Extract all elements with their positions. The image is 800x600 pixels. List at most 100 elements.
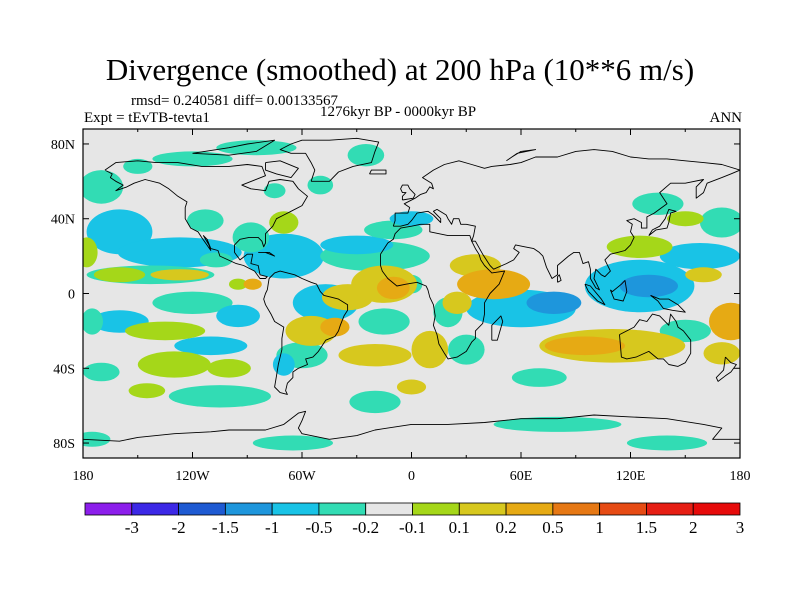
coastline-greenland <box>279 137 380 182</box>
colorbar-swatch <box>412 502 460 516</box>
field-patch <box>152 291 233 314</box>
colorbar-swatch <box>505 502 554 516</box>
field-patch <box>659 243 740 270</box>
season-label: ANN <box>709 110 743 126</box>
field-patch <box>216 140 297 156</box>
field-patch <box>396 379 427 395</box>
field-patch <box>168 385 271 408</box>
colorbar-swatch <box>224 502 273 516</box>
coastline-north-america <box>104 160 308 279</box>
field-patch <box>128 383 166 399</box>
field-patch <box>123 158 153 174</box>
colorbar-label: -3 <box>125 518 139 537</box>
field-patch <box>83 362 120 382</box>
colorbar-swatch <box>365 502 413 516</box>
field-patch <box>347 144 385 167</box>
field-patch <box>709 302 740 341</box>
field-patch <box>243 278 262 290</box>
period-label: 1276kyr BP - 0000kyr BP <box>320 104 477 120</box>
field-patch <box>320 317 350 337</box>
coastline-japan <box>648 208 677 236</box>
coastline-uk <box>400 184 416 201</box>
field-patch <box>511 368 567 387</box>
field-patch <box>457 269 531 300</box>
coastline-new-zealand <box>715 356 737 382</box>
colorbar-label: 0.5 <box>542 518 563 537</box>
colorbar-label: 2 <box>689 518 698 537</box>
divergence-field <box>83 140 740 451</box>
field-patch <box>619 274 678 298</box>
colorbar-swatch <box>692 502 741 516</box>
field-patch <box>493 416 622 432</box>
field-patch <box>699 207 740 238</box>
coastline-south-america <box>263 270 349 395</box>
field-patch <box>320 235 394 255</box>
colorbar-swatch <box>458 502 507 516</box>
field-patch <box>411 330 449 369</box>
colorbar-swatch <box>599 502 647 516</box>
colorbar: -3 -2 -1.5 -1 -0.5 -0.2 -0.1 0.1 0.2 0.5 1 1.5 2 3 <box>84 502 745 537</box>
colorbar-label: -0.2 <box>352 518 379 537</box>
coastlines <box>83 137 740 442</box>
lat-tick-label: 40S <box>53 362 75 377</box>
field-patch <box>150 269 209 281</box>
field-patch <box>83 237 98 268</box>
colorbar-label: -1 <box>265 518 279 537</box>
field-patch <box>272 353 295 376</box>
field-patch <box>207 359 251 378</box>
colorbar-swatch <box>646 502 694 516</box>
colorbar-label: -2 <box>171 518 185 537</box>
colorbar-label: 0.1 <box>449 518 470 537</box>
coastline-baffin-island <box>265 160 299 179</box>
coastline-svalbard-novaya <box>506 149 537 162</box>
field-patch <box>358 308 410 335</box>
field-patch <box>216 304 260 328</box>
lat-tick-label: 0 <box>68 288 75 303</box>
field-patch <box>187 209 224 232</box>
field-patch <box>703 342 740 365</box>
field-patch <box>526 291 582 314</box>
colorbar-swatch <box>131 502 179 516</box>
coastline-cuba <box>258 251 276 257</box>
lon-tick-label: 120W <box>175 469 210 484</box>
coastline-antarctica <box>83 410 740 442</box>
coastline-australia <box>619 313 692 367</box>
lon-tick-label: 60E <box>510 469 533 484</box>
field-patch <box>137 351 211 378</box>
experiment-label: Expt = tEvTB-tevta1 <box>84 110 210 126</box>
field-patch <box>667 211 704 227</box>
colorbar-label: 1 <box>595 518 604 537</box>
field-patch <box>685 267 722 283</box>
colorbar-swatch <box>178 502 226 516</box>
colorbar-label: -1.5 <box>212 518 239 537</box>
field-patch <box>338 344 412 367</box>
field-patch <box>199 252 233 268</box>
field-patch <box>544 336 626 356</box>
field-patch <box>252 435 333 451</box>
field-patch <box>93 267 146 283</box>
lon-tick-label: 180 <box>730 469 751 484</box>
coastline-arctic-islands <box>192 139 276 156</box>
stats-label: rmsd= 0.240581 diff= 0.00133567 <box>131 93 339 109</box>
field-patch <box>448 334 485 365</box>
colorbar-label: 1.5 <box>636 518 657 537</box>
colorbar-swatch <box>318 502 367 516</box>
colorbar-label: -0.5 <box>305 518 332 537</box>
map-title: Divergence (smoothed) at 200 hPa (10**6 … <box>105 52 695 87</box>
coastline-madagascar <box>491 315 504 341</box>
field-patch <box>307 175 334 195</box>
coastline-africa <box>380 223 506 360</box>
field-patch <box>229 278 248 290</box>
lon-tick-label: 0 <box>408 469 415 484</box>
colorbar-swatch <box>84 502 133 516</box>
colorbar-label: 3 <box>736 518 745 537</box>
field-patch <box>83 170 124 204</box>
field-patch <box>263 183 286 199</box>
field-patch <box>125 321 206 341</box>
field-patch <box>632 192 684 215</box>
colorbar-label: 0.2 <box>495 518 516 537</box>
field-patch <box>174 336 248 356</box>
lat-tick-label: 80S <box>53 437 75 452</box>
lat-tick-label: 40N <box>51 213 75 228</box>
